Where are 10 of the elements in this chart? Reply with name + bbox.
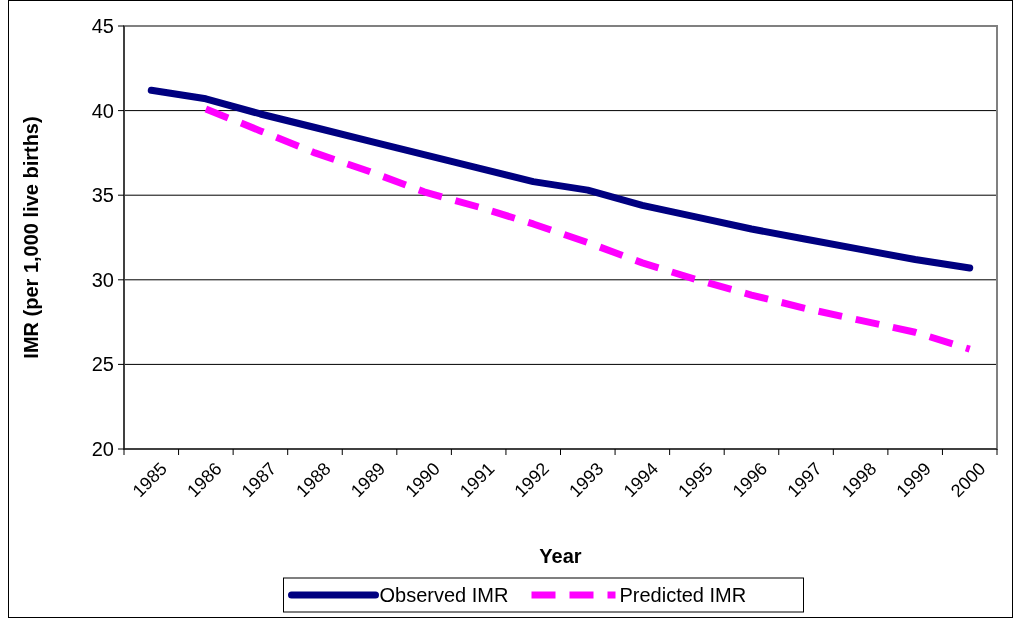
y-tick-label: 25 (91, 353, 114, 376)
y-tick-label: 20 (91, 438, 114, 460)
y-tick-label: 40 (91, 99, 114, 122)
x-axis-title: Year (539, 545, 582, 567)
legend-label: Observed IMR (379, 584, 509, 606)
y-tick-label: 35 (91, 184, 114, 207)
y-axis-title: IMR (per 1,000 live births) (20, 116, 42, 359)
legend-label: Predicted IMR (619, 584, 747, 606)
y-tick-label: 30 (91, 268, 114, 291)
y-tick-label: 45 (91, 15, 114, 37)
